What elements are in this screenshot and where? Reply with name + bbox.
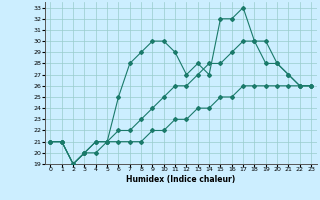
X-axis label: Humidex (Indice chaleur): Humidex (Indice chaleur) (126, 175, 236, 184)
